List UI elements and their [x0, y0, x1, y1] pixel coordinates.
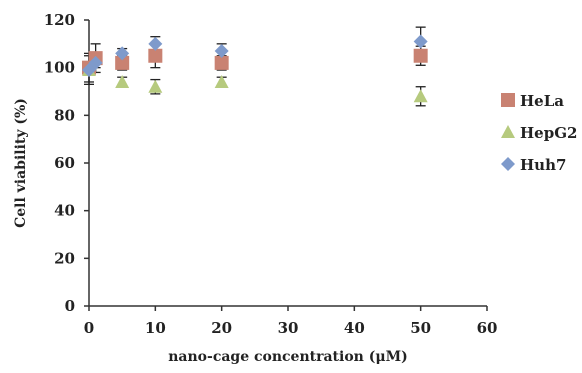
- hela-point: [413, 48, 428, 63]
- hepg2-point: [115, 74, 130, 88]
- data-points: [82, 34, 428, 103]
- y-tick-label: 20: [54, 249, 75, 267]
- hela-legend-label: HeLa: [520, 92, 564, 110]
- y-tick-label: 0: [65, 297, 75, 315]
- hela-point: [148, 48, 163, 63]
- axes: [88, 20, 487, 307]
- hepg2-point: [413, 89, 428, 103]
- hela-legend-marker: [501, 93, 515, 107]
- ticks: 0 10 20 30 40 50 60 0 20 40 60 80 100 120: [44, 11, 498, 337]
- huh7-point: [88, 55, 103, 70]
- y-axis-title: Cell viability (%): [13, 98, 29, 228]
- y-tick-label: 120: [44, 11, 75, 29]
- hepg2-legend-label: HepG2: [520, 124, 577, 142]
- hela-point: [115, 55, 130, 70]
- huh7-point: [148, 36, 163, 51]
- y-tick-label: 40: [54, 202, 75, 220]
- legend: HeLa HepG2 Huh7: [501, 92, 577, 174]
- x-axis-title: nano-cage concentration (μM): [168, 349, 407, 365]
- x-tick-label: 20: [211, 319, 232, 337]
- huh7-point: [115, 46, 130, 61]
- hepg2-legend-marker: [501, 125, 515, 138]
- huh7-point: [214, 43, 229, 58]
- huh7-point: [413, 34, 428, 49]
- x-tick-label: 30: [278, 319, 299, 337]
- x-tick-label: 40: [344, 319, 365, 337]
- hepg2-point: [148, 79, 163, 93]
- hela-point: [214, 55, 229, 70]
- error-bars: [84, 26, 426, 107]
- huh7-legend-label: Huh7: [520, 156, 566, 174]
- x-tick-label: 60: [477, 319, 498, 337]
- x-tick-label: 50: [410, 319, 431, 337]
- x-tick-label: 0: [84, 319, 94, 337]
- y-tick-label: 60: [54, 154, 75, 172]
- y-tick-label: 80: [54, 106, 75, 124]
- x-tick-label: 10: [145, 319, 166, 337]
- huh7-legend-marker: [501, 157, 515, 171]
- y-tick-label: 100: [44, 59, 75, 77]
- hepg2-point: [214, 74, 229, 88]
